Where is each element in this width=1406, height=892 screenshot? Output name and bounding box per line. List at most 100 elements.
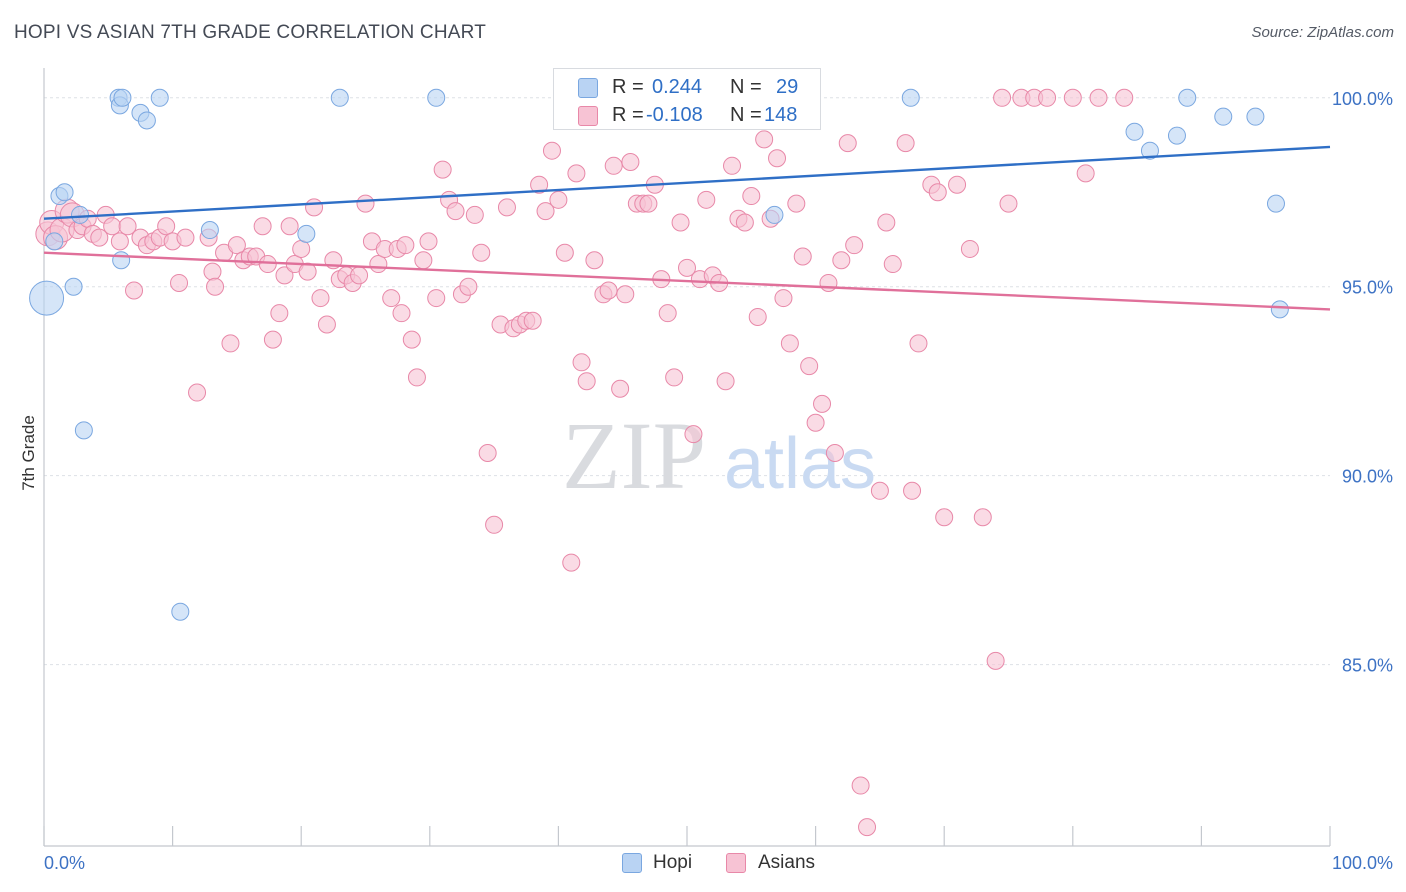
asian-point — [671, 213, 690, 232]
hopi-point — [64, 277, 83, 296]
watermark-zip: ZIP — [562, 402, 706, 509]
stats-legend: R = 0.244 N = 29 R = -0.108 N = 148 — [553, 68, 821, 130]
hopi-point — [45, 232, 64, 251]
watermark: ZIP atlas — [562, 402, 876, 509]
asian-point — [562, 553, 581, 572]
hopi-point — [113, 88, 132, 107]
asian-point — [402, 330, 421, 349]
asian-point — [459, 277, 478, 296]
hopi-point — [29, 280, 65, 316]
asian-point — [90, 228, 109, 247]
asian-point — [555, 243, 574, 262]
asian-point — [542, 141, 561, 160]
asian-point — [523, 311, 542, 330]
asians-points — [35, 88, 1134, 837]
axis-layer — [43, 68, 1331, 847]
asian-point — [585, 251, 604, 270]
hopi-point — [1140, 141, 1159, 160]
asian-point — [819, 273, 838, 292]
asian-point — [227, 236, 246, 255]
hopi-point — [74, 421, 93, 440]
asian-point — [986, 651, 1005, 670]
hopi-point — [150, 88, 169, 107]
y-axis-label: 7th Grade — [19, 415, 38, 491]
asian-point — [356, 194, 375, 213]
asian-point — [697, 190, 716, 209]
asian-point — [768, 149, 787, 168]
asian-point — [270, 304, 289, 323]
asian-point — [478, 444, 497, 462]
asian-point — [604, 156, 623, 175]
asian-point — [1076, 164, 1095, 183]
asian-point — [465, 205, 484, 224]
hopi-n-value: 29 — [776, 76, 799, 98]
asian-point — [999, 194, 1018, 213]
asian-point — [176, 228, 195, 247]
asian-point — [813, 394, 832, 413]
asian-point — [407, 368, 426, 387]
asian-trend-line — [43, 251, 1331, 311]
hopi-trend-line — [43, 145, 1331, 220]
hopi-point — [1125, 122, 1144, 141]
asian-point — [774, 289, 793, 308]
asian-point — [883, 255, 902, 274]
asian-point — [825, 444, 844, 462]
asian-point — [748, 307, 767, 326]
hopi-point — [1214, 107, 1233, 126]
asian-point — [787, 194, 806, 213]
asian-point — [639, 194, 658, 213]
asian-point — [780, 334, 799, 353]
asian-point — [723, 156, 742, 175]
y-tick-label: 100.0% — [1332, 89, 1393, 109]
hopi-point — [137, 111, 156, 130]
asian-point — [616, 285, 635, 304]
asian-point — [427, 289, 446, 308]
hopi-n-label: N = — [730, 76, 762, 98]
asian-point — [263, 330, 282, 349]
asian-point — [350, 266, 369, 285]
asian-point — [678, 258, 696, 277]
asian-point — [382, 289, 401, 308]
asian-point — [1115, 88, 1134, 107]
asians-n-value: 148 — [764, 104, 798, 126]
legend-row-asians: R = -0.108 N = 148 — [554, 100, 822, 130]
asian-point — [960, 239, 979, 258]
trend-lines — [43, 145, 1331, 311]
asians-n-label: N = — [730, 104, 762, 126]
asian-point — [433, 160, 452, 179]
hopi-point — [1270, 300, 1289, 319]
x-tick-label-min: 0.0% — [44, 853, 85, 873]
asian-point — [806, 413, 825, 432]
asian-point — [530, 175, 549, 194]
asian-point — [103, 217, 122, 236]
asian-point — [572, 353, 591, 372]
asian-point — [832, 251, 851, 270]
asian-point — [311, 289, 330, 308]
hopi-point — [297, 224, 316, 243]
asian-point — [221, 334, 240, 353]
asian-point — [157, 217, 176, 236]
bottom-asians-swatch — [726, 853, 746, 873]
asian-point — [896, 134, 915, 153]
y-tick-label: 85.0% — [1342, 656, 1393, 676]
asian-point — [203, 262, 222, 281]
asian-point — [665, 368, 684, 387]
asian-point — [1038, 88, 1057, 107]
hopi-point — [1167, 126, 1186, 145]
hopi-point — [427, 88, 446, 107]
asian-point — [909, 334, 928, 353]
asian-point — [973, 508, 992, 527]
asian-point — [851, 776, 870, 795]
hopi-point — [1246, 107, 1265, 126]
asian-point — [935, 508, 954, 527]
asian-point — [800, 357, 819, 376]
y-tick-label: 95.0% — [1342, 278, 1393, 298]
bottom-hopi-swatch — [622, 853, 642, 873]
legend-row-hopi: R = 0.244 N = 29 — [554, 72, 822, 102]
asian-point — [1063, 88, 1082, 107]
asian-point — [716, 372, 735, 391]
hopi-point — [112, 251, 131, 270]
asian-point — [206, 277, 225, 296]
asian-point — [621, 153, 640, 172]
asian-point — [497, 198, 516, 217]
